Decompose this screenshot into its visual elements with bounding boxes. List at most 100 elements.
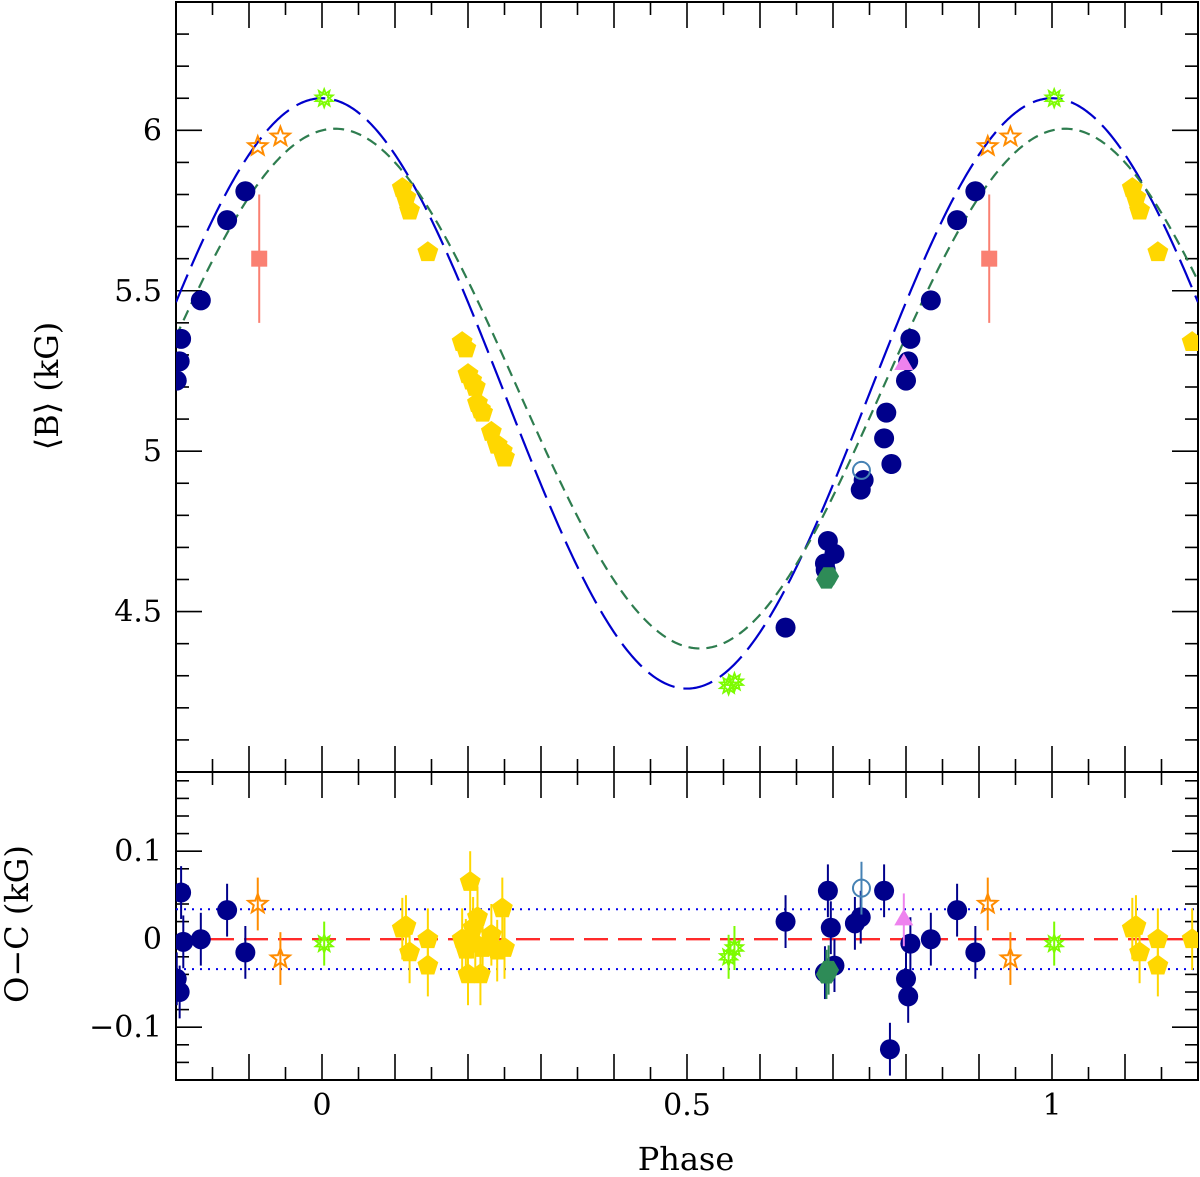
point-filled-circle	[853, 470, 874, 491]
point-open-star	[998, 945, 1023, 969]
point-filled-triangle	[894, 908, 914, 926]
point-asterisk	[313, 86, 336, 108]
point-open-circle	[851, 878, 871, 898]
point-asterisk	[723, 670, 746, 692]
point-filled-pentagon	[459, 871, 481, 891]
point-filled-circle	[874, 428, 895, 449]
point-asterisk	[1043, 86, 1066, 108]
point-open-star	[998, 123, 1023, 148]
point-filled-pentagon	[1125, 915, 1147, 935]
point-filled-pentagon	[1181, 331, 1198, 351]
model-curve-alt	[176, 127, 1198, 650]
point-filled-circle	[176, 931, 194, 952]
point-asterisk	[723, 936, 746, 958]
top-frame	[175, 1, 1199, 773]
top-y-axis-label: ⟨B⟩ (kG)	[28, 322, 66, 451]
point-filled-circle	[775, 911, 796, 932]
point-filled-circle	[876, 402, 897, 423]
y-tick-label: 4.5	[114, 595, 162, 630]
point-filled-pentagon	[480, 923, 502, 944]
bottom-residual-points	[176, 851, 1198, 1076]
point-filled-hexagon	[818, 960, 840, 980]
point-filled-pentagon	[399, 199, 421, 220]
point-filled-circle	[879, 1039, 900, 1060]
point-filled-circle	[817, 880, 838, 901]
point-filled-circle	[235, 181, 256, 202]
point-filled-pentagon	[417, 241, 439, 262]
y-tick-label: 0.1	[114, 834, 162, 869]
point-open-star	[268, 945, 293, 969]
x-tick-label: 0.5	[663, 1088, 711, 1123]
point-filled-circle	[881, 454, 902, 474]
point-filled-circle	[898, 986, 919, 1007]
point-filled-circle	[217, 900, 238, 921]
point-filled-square	[981, 250, 998, 267]
point-filled-pentagon	[1129, 199, 1151, 220]
point-filled-pentagon	[417, 928, 439, 949]
point-filled-circle	[900, 933, 921, 954]
point-filled-circle	[874, 880, 895, 901]
point-filled-circle	[775, 617, 796, 638]
point-filled-circle	[896, 370, 916, 391]
point-asterisk	[313, 932, 336, 953]
point-open-star	[975, 891, 1000, 915]
point-filled-hexagon	[818, 567, 840, 586]
point-filled-pentagon	[1147, 928, 1169, 949]
point-filled-pentagon	[1181, 928, 1198, 949]
point-filled-pentagon	[494, 937, 515, 957]
model-curve-fit	[176, 97, 1198, 690]
point-open-star	[245, 891, 270, 915]
point-filled-pentagon	[399, 941, 421, 962]
x-axis-label: Phase	[638, 1140, 735, 1177]
point-open-star	[245, 133, 270, 157]
point-open-star	[268, 123, 293, 148]
point-filled-circle	[176, 351, 190, 372]
axis-labels: Phase ⟨B⟩ (kG) O−C (kG)	[0, 322, 734, 1177]
axes-frames: 0 0.5 1 4.5 5 5.5 6 −0.1 0 0.1	[89, 1, 1199, 1123]
y-tick-label: 0	[143, 922, 162, 957]
point-filled-pentagon	[469, 963, 491, 984]
point-filled-circle	[965, 942, 986, 963]
point-filled-circle	[920, 290, 941, 311]
point-open-circle	[851, 460, 871, 480]
point-filled-circle	[850, 907, 871, 928]
point-filled-pentagon	[1129, 941, 1151, 962]
point-filled-pentagon	[494, 446, 515, 467]
point-filled-pentagon	[455, 337, 477, 358]
point-asterisk	[1043, 932, 1066, 953]
bottom-y-axis-label: O−C (kG)	[0, 845, 36, 1003]
point-filled-pentagon	[491, 897, 513, 918]
y-tick-label: 5	[143, 434, 162, 469]
point-filled-square	[251, 250, 268, 267]
point-asterisk-b	[313, 88, 336, 110]
y-tick-label: −0.1	[89, 1010, 162, 1045]
point-filled-triangle	[894, 353, 914, 371]
point-filled-pentagon	[1147, 241, 1169, 262]
point-filled-circle	[190, 929, 211, 950]
bottom-frame	[175, 771, 1199, 1081]
y-tick-label: 6	[143, 113, 162, 148]
point-filled-circle	[947, 900, 968, 921]
point-filled-circle	[965, 181, 986, 202]
point-asterisk-b	[313, 934, 336, 956]
top-model-curves	[176, 97, 1198, 690]
point-filled-circle	[920, 929, 941, 950]
top-data-points	[176, 86, 1198, 697]
point-filled-circle	[176, 328, 192, 349]
point-asterisk-b	[1043, 88, 1066, 110]
point-asterisk-b	[1043, 934, 1066, 956]
point-filled-circle	[824, 543, 845, 564]
point-filled-pentagon	[464, 376, 486, 396]
point-filled-circle	[820, 917, 841, 938]
point-filled-circle	[176, 882, 192, 903]
point-filled-circle	[235, 942, 256, 963]
point-filled-circle	[176, 370, 187, 391]
point-open-star	[975, 133, 1000, 157]
point-filled-circle	[190, 290, 211, 311]
point-asterisk-b	[723, 938, 746, 960]
y-tick-label: 5.5	[114, 274, 162, 309]
point-filled-circle	[896, 968, 916, 989]
point-asterisk-b	[723, 672, 746, 694]
point-filled-circle	[900, 328, 921, 349]
